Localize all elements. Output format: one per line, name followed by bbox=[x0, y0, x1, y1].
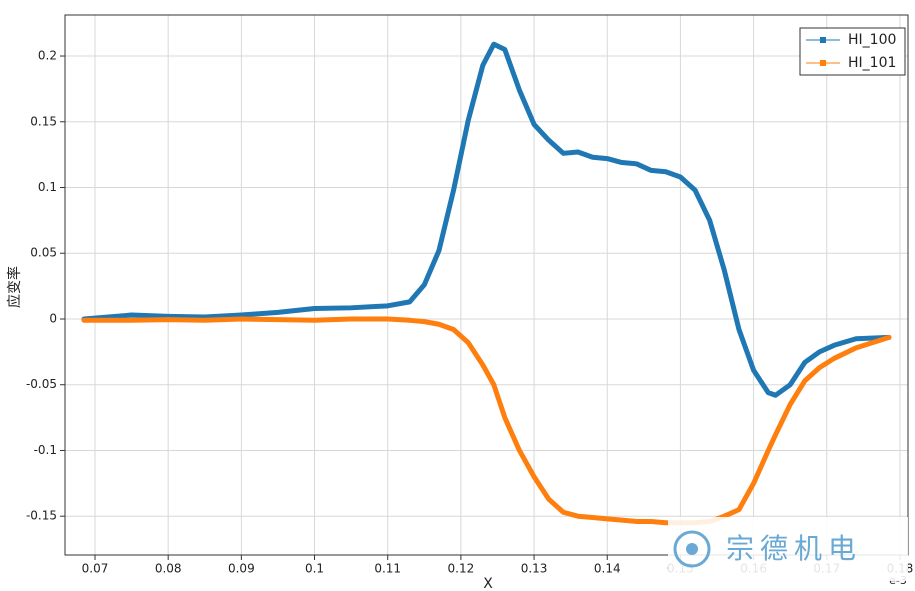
x-axis-label: X bbox=[483, 576, 493, 591]
legend-marker bbox=[820, 60, 826, 66]
x-tick-label: 0.07 bbox=[82, 562, 109, 576]
legend-label: HI_101 bbox=[848, 55, 896, 71]
y-tick-label: 0.2 bbox=[38, 49, 57, 63]
legend-box bbox=[799, 27, 906, 76]
x-tick-label: 0.1 bbox=[305, 562, 324, 576]
y-axis-label: 应变率 bbox=[6, 266, 23, 308]
y-tick-label: 0.1 bbox=[38, 180, 57, 194]
x-tick-label: 0.13 bbox=[521, 562, 548, 576]
y-tick-label: 0 bbox=[49, 311, 57, 325]
x-tick-label: 0.14 bbox=[594, 562, 621, 576]
y-tick-label: -0.05 bbox=[26, 377, 57, 391]
y-tick-label: 0.15 bbox=[30, 114, 57, 128]
watermark: 宗德机电 bbox=[668, 517, 908, 581]
watermark-icon-dot bbox=[686, 543, 698, 555]
legend-label: HI_100 bbox=[848, 32, 896, 48]
series-line bbox=[81, 41, 892, 398]
x-tick-label: 0.11 bbox=[374, 562, 401, 576]
legend-marker bbox=[820, 37, 826, 43]
watermark-text: 宗德机电 bbox=[726, 532, 862, 565]
y-tick-label: 0.05 bbox=[30, 246, 57, 260]
x-tick-label: 0.09 bbox=[228, 562, 255, 576]
x-tick-label: 0.12 bbox=[448, 562, 475, 576]
watermark-icon bbox=[673, 530, 711, 568]
x-tick-label: 0.08 bbox=[155, 562, 182, 576]
y-tick-label: -0.1 bbox=[34, 443, 57, 457]
series-line bbox=[81, 316, 892, 526]
plot-frame bbox=[64, 14, 909, 556]
y-tick-label: -0.15 bbox=[26, 509, 57, 523]
